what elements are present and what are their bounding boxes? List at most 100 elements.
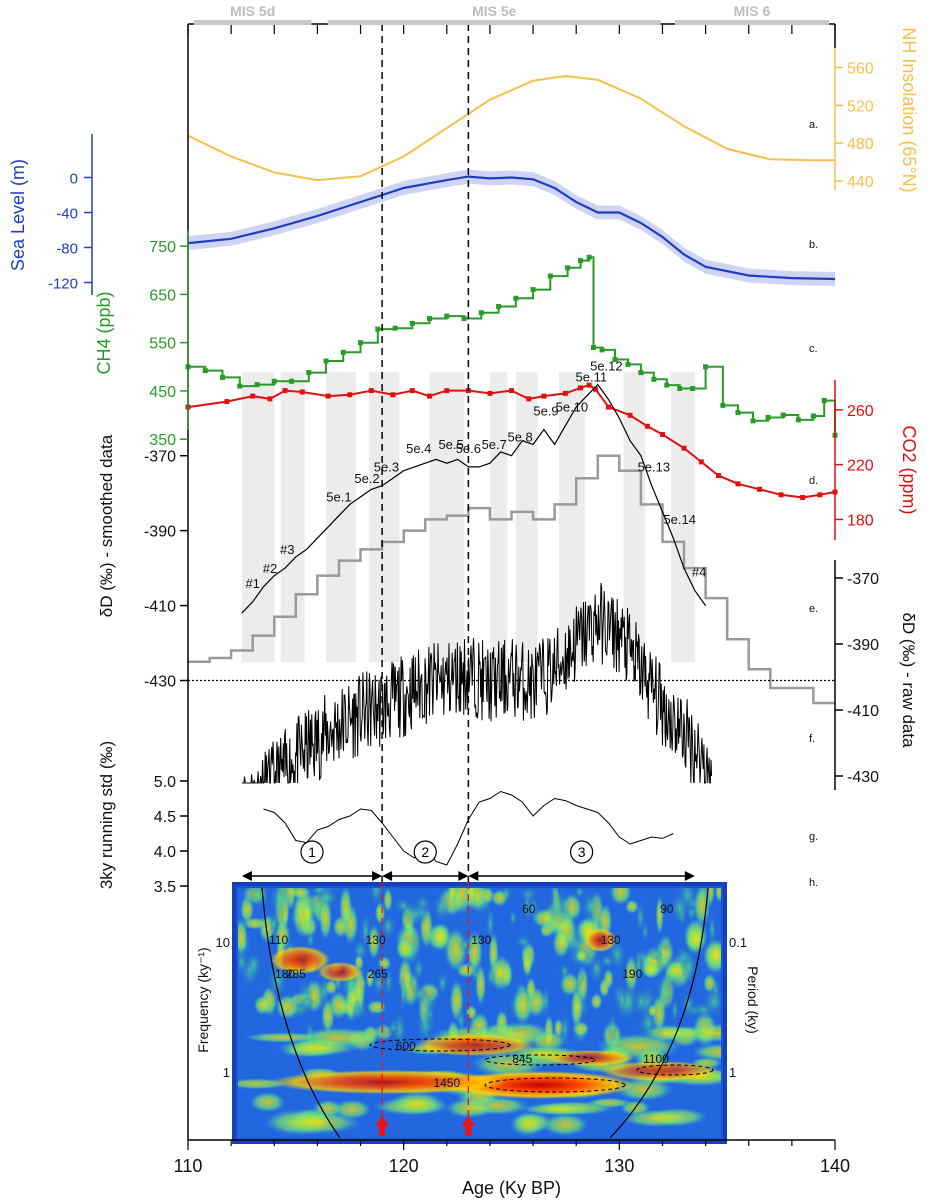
interval-circle — [300, 840, 324, 864]
interval-circle — [413, 840, 437, 864]
wavelet-blob — [633, 944, 644, 986]
wavelet-blob — [491, 889, 508, 907]
sea-level-axis-title: Sea Level (m) — [8, 159, 28, 271]
mis-label: MIS 6 — [734, 3, 771, 19]
wavelet-period-label: 110 — [269, 933, 288, 947]
co2-point — [627, 412, 633, 418]
wavelet-blob — [642, 960, 660, 979]
wavelet-blob — [644, 1024, 690, 1042]
wavelet-blob — [395, 937, 414, 961]
event-shading — [241, 372, 275, 662]
co2-point — [250, 393, 256, 399]
wavelet-period-label: 180 — [275, 967, 295, 981]
wavelet-blob — [655, 895, 664, 935]
co2-point — [444, 388, 450, 394]
co2-point — [541, 393, 547, 399]
wavelet-blob — [377, 956, 391, 971]
panel-letter: c. — [809, 343, 818, 355]
y-tick-label: 0 — [70, 171, 78, 188]
wavelet-blob — [485, 903, 496, 944]
wavelet-blob — [242, 917, 268, 930]
wavelet-period-label: 1450 — [433, 1076, 460, 1090]
ch4-point — [625, 361, 631, 367]
wavelet-frequency-title: Frequency (ky⁻¹) — [195, 947, 211, 1052]
y-tick-label: 180 — [847, 512, 874, 529]
significance-contour — [636, 1064, 714, 1076]
ch4-point — [651, 376, 657, 382]
wavelet-period-label: 285 — [286, 967, 306, 981]
ch4-point — [810, 413, 816, 419]
wavelet-blob — [670, 996, 680, 1024]
event-label: 5e.8 — [507, 430, 532, 445]
y-tick-label: -410 — [144, 599, 176, 616]
interval-label: 2 — [421, 844, 429, 860]
wavelet-blob — [508, 908, 518, 927]
co2-point — [778, 492, 784, 498]
co2-point — [800, 495, 806, 501]
wavelet-hot-band — [584, 928, 616, 952]
co2-point — [681, 445, 687, 451]
y-tick-label: -120 — [48, 276, 78, 293]
y-tick-label: -430 — [144, 674, 176, 691]
ch4-point — [306, 370, 312, 376]
x-tick-label: 120 — [389, 1156, 419, 1176]
x-tick-label: 110 — [174, 1156, 203, 1176]
y-tick-label: 650 — [149, 287, 176, 304]
wavelet-blob — [669, 890, 690, 925]
significance-contour — [369, 1038, 511, 1052]
y-tick-label: -390 — [144, 524, 176, 541]
cone-of-influence — [609, 888, 709, 1138]
interval-arrowhead — [372, 871, 383, 881]
wavelet-blob — [399, 974, 408, 1015]
co2-point — [698, 459, 704, 465]
ch4-point — [565, 265, 571, 271]
dD-smoothed-line — [241, 383, 707, 614]
wavelet-blob — [370, 969, 388, 997]
ch4-point — [444, 313, 450, 319]
panel-letter: e. — [809, 603, 818, 615]
wavelet-blob — [579, 888, 602, 925]
wavelet-blob — [268, 888, 292, 921]
significance-contour — [484, 1077, 626, 1093]
wavelet-blob — [301, 901, 312, 928]
wavelet-panel — [232, 882, 727, 1144]
ch4-point — [202, 368, 208, 374]
ch4-point — [220, 374, 226, 380]
event-label: 5e.6 — [456, 441, 481, 456]
wavelet-blob — [374, 902, 386, 925]
ch4-point — [821, 398, 827, 404]
event-label: 5e.3 — [374, 460, 399, 475]
ch4-point — [765, 414, 771, 420]
co2-point — [757, 486, 763, 492]
co2-point — [509, 388, 514, 394]
wavelet-blob — [522, 888, 532, 925]
significance-contour — [484, 1054, 596, 1066]
y-tick-label: -80 — [56, 241, 78, 258]
co2-point — [578, 385, 584, 391]
y-tick-label: 480 — [847, 136, 874, 153]
event-shading — [489, 372, 508, 662]
co2-point — [593, 386, 599, 392]
y-tick-label: -390 — [847, 637, 879, 654]
wavelet-blob — [412, 955, 426, 984]
interval-arrowhead — [241, 871, 252, 881]
event-label: 5e.13 — [638, 460, 671, 475]
y-tick-label: 350 — [149, 432, 176, 449]
wavelet-blob — [332, 916, 349, 938]
wavelet-blob — [390, 1092, 445, 1115]
wavelet-blob — [351, 999, 363, 1023]
wavelet-blob — [366, 1000, 387, 1015]
y-tick-label: 550 — [149, 336, 176, 353]
panel-letter: f. — [809, 733, 815, 745]
wavelet-blob — [298, 1027, 377, 1048]
y-tick-label: 750 — [149, 239, 176, 256]
ch4-point — [340, 349, 346, 355]
insolation-line — [187, 74, 835, 182]
wavelet-blob — [522, 951, 533, 978]
wavelet-blob — [244, 1032, 323, 1043]
wavelet-hot-band — [600, 1061, 720, 1081]
mis-bar — [674, 20, 829, 25]
wavelet-blob — [485, 965, 497, 989]
wavelet-blob — [475, 964, 486, 1006]
wavelet-blob — [465, 888, 477, 911]
